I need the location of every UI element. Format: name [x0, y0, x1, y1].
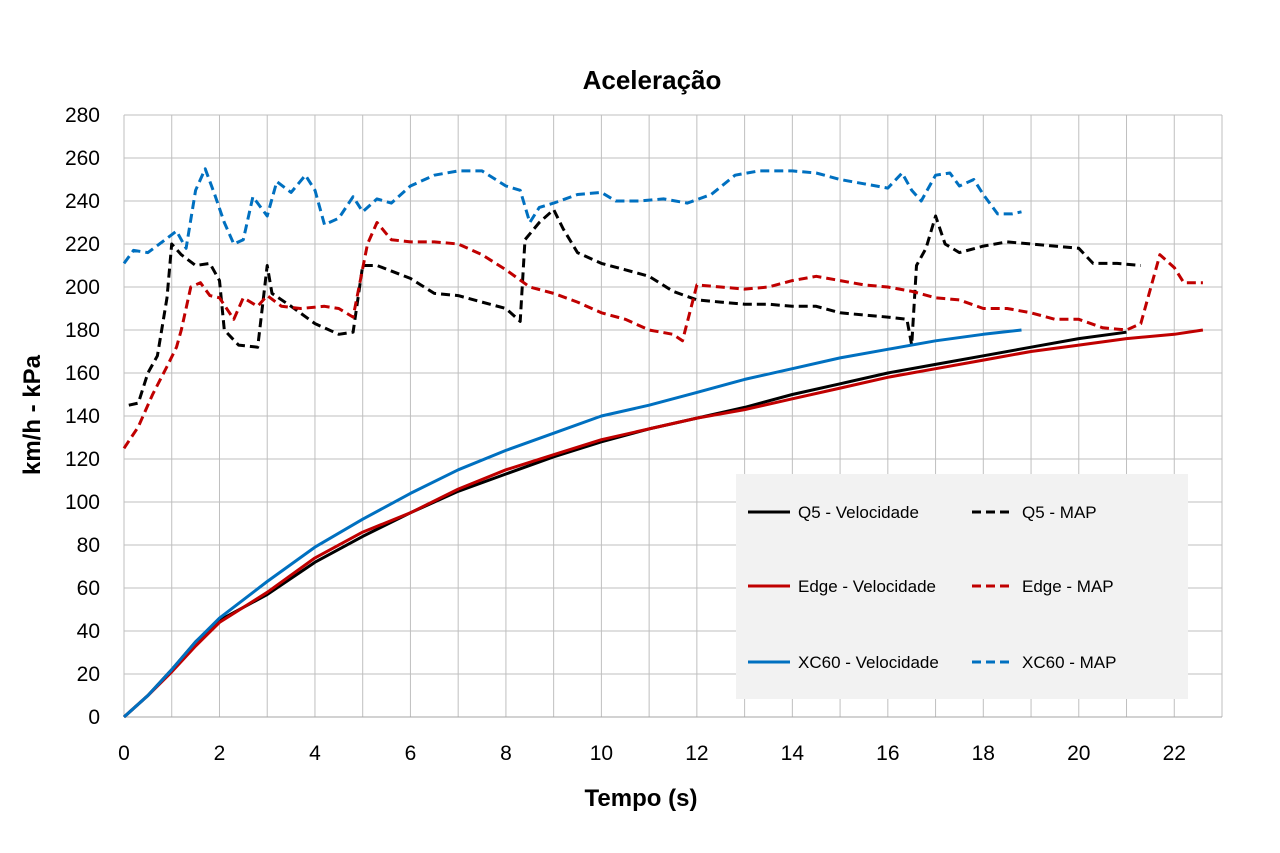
- y-tick-label: 280: [65, 104, 100, 127]
- y-tick-label: 140: [65, 405, 100, 428]
- legend-box: [736, 474, 1188, 699]
- legend-label-5: XC60 - MAP: [1022, 653, 1116, 672]
- x-tick-label: 8: [500, 742, 512, 765]
- y-tick-label: 120: [65, 448, 100, 471]
- x-axis-title: Tempo (s): [585, 785, 698, 812]
- legend-label-1: Q5 - MAP: [1022, 503, 1097, 522]
- series-line-2: [122, 328, 1204, 719]
- y-tick-label: 80: [77, 534, 100, 557]
- x-tick-label: 10: [590, 742, 613, 765]
- chart-title: Aceleração: [583, 65, 722, 95]
- y-tick-label: 200: [65, 276, 100, 299]
- series-line-5: [122, 167, 1022, 265]
- legend-label-3: Edge - MAP: [1022, 577, 1114, 596]
- x-tick-label: 14: [781, 742, 805, 765]
- y-tick-label: 0: [88, 706, 100, 729]
- y-tick-label: 20: [77, 663, 100, 686]
- y-tick-label: 160: [65, 362, 100, 385]
- legend-label-0: Q5 - Velocidade: [798, 503, 919, 522]
- series-layer: [122, 167, 1204, 719]
- y-tick-label: 40: [77, 620, 100, 643]
- series-line-4: [122, 328, 1022, 719]
- x-tick-label: 16: [876, 742, 899, 765]
- y-tick-label: 220: [65, 233, 100, 256]
- y-tick-labels: 0 20 40 60 80 100 120 140 160 180 200 220 240 260 280: [65, 104, 100, 729]
- y-axis-title: km/h - kPa: [19, 354, 46, 475]
- x-tick-label: 0: [118, 742, 130, 765]
- x-tick-labels: 0 2 4 6 8 10 12 14 16 18 20 22: [118, 742, 1186, 765]
- x-tick-label: 6: [405, 742, 417, 765]
- y-tick-label: 260: [65, 147, 100, 170]
- legend: Q5 - Velocidade Q5 - MAP Edge - Velocidade…: [736, 474, 1188, 699]
- series-line-1: [128, 208, 1141, 407]
- x-tick-label: 12: [685, 742, 708, 765]
- x-tick-label: 18: [972, 742, 995, 765]
- legend-label-4: XC60 - Velocidade: [798, 653, 939, 672]
- y-tick-label: 240: [65, 190, 100, 213]
- y-tick-label: 100: [65, 491, 100, 514]
- legend-label-2: Edge - Velocidade: [798, 577, 936, 596]
- y-tick-label: 180: [65, 319, 100, 342]
- x-tick-label: 4: [309, 742, 321, 765]
- y-tick-label: 60: [77, 577, 100, 600]
- x-tick-label: 2: [214, 742, 226, 765]
- series-line-3: [122, 221, 1203, 450]
- x-tick-label: 20: [1067, 742, 1090, 765]
- x-tick-label: 22: [1163, 742, 1186, 765]
